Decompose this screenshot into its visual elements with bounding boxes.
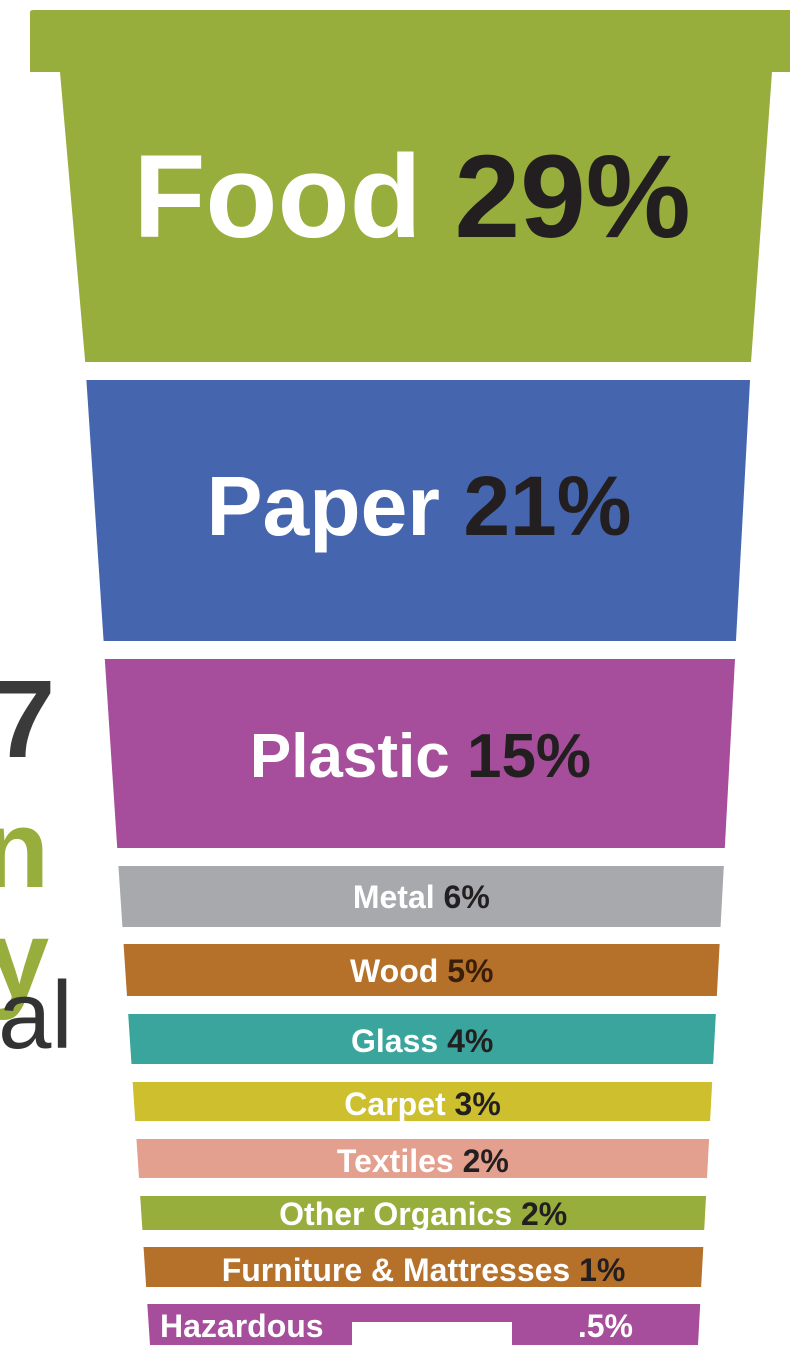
band-furniture-and-mattresses <box>143 1247 704 1287</box>
category-paper: Paper <box>207 459 464 553</box>
band-hazardous <box>147 1304 701 1345</box>
band-metal <box>118 866 724 927</box>
label-metal: Metal 6% <box>353 879 490 915</box>
label-wood: Wood 5% <box>350 953 493 989</box>
left-text-fragment-3: y <box>0 898 50 1021</box>
band-wood <box>123 944 720 996</box>
value-metal: 6% <box>444 879 490 915</box>
value-textiles: 2% <box>463 1143 509 1179</box>
band-carpet <box>132 1082 713 1121</box>
label-other-organics: Other Organics 2% <box>279 1196 567 1232</box>
category-textiles: Textiles <box>337 1143 463 1179</box>
left-text-fragment-4: al <box>0 962 73 1069</box>
band-other-organics <box>140 1196 707 1230</box>
left-text-fragment-2: n <box>0 788 50 911</box>
label-textiles: Textiles 2% <box>337 1143 509 1179</box>
category-plastic: Plastic <box>250 722 467 791</box>
category-metal: Metal <box>353 879 444 915</box>
band-food <box>30 10 790 362</box>
category-other-organics: Other Organics <box>279 1196 521 1232</box>
value-hazardous: .5% <box>578 1308 633 1344</box>
category-food: Food <box>133 131 454 263</box>
label-furniture-and-mattresses: Furniture & Mattresses 1% <box>222 1252 626 1288</box>
band-paper <box>86 380 751 641</box>
label-paper: Paper 21% <box>207 459 632 553</box>
value-wood: 5% <box>447 953 493 989</box>
label-glass: Glass 4% <box>351 1023 493 1059</box>
value-plastic: 15% <box>467 722 591 791</box>
category-glass: Glass <box>351 1023 447 1059</box>
band-glass <box>128 1014 716 1064</box>
value-furniture-and-mattresses: 1% <box>579 1252 625 1288</box>
value-other-organics: 2% <box>521 1196 567 1232</box>
label-carpet: Carpet 3% <box>344 1086 501 1122</box>
label-plastic: Plastic 15% <box>250 722 591 791</box>
band-textiles <box>136 1139 710 1178</box>
label-hazardous: Hazardous <box>160 1308 324 1344</box>
category-furniture-and-mattresses: Furniture & Mattresses <box>222 1252 579 1288</box>
label-food: Food 29% <box>133 131 690 263</box>
left-text-fragment-1: 7 <box>0 658 56 781</box>
value-food: 29% <box>454 131 690 263</box>
category-wood: Wood <box>350 953 447 989</box>
band-plastic <box>104 659 735 848</box>
value-glass: 4% <box>447 1023 493 1059</box>
category-carpet: Carpet <box>344 1086 454 1122</box>
value-paper: 21% <box>463 459 631 553</box>
value-carpet: 3% <box>455 1086 501 1122</box>
